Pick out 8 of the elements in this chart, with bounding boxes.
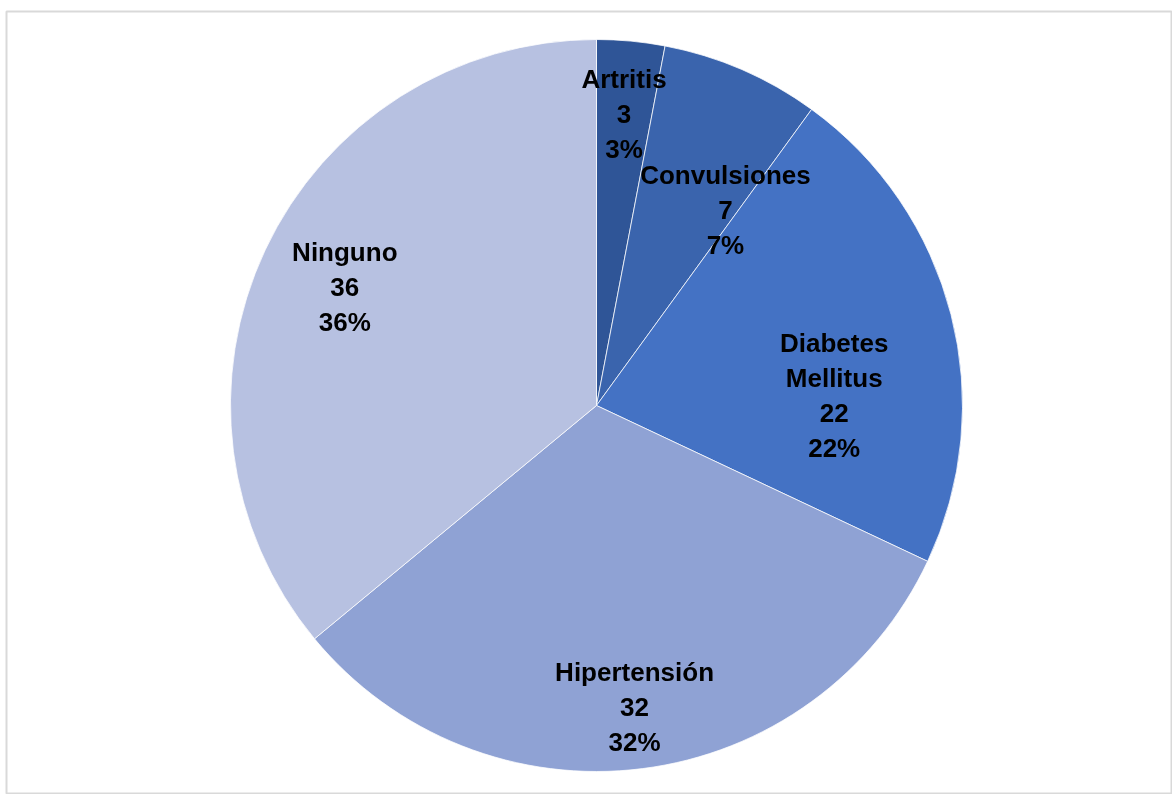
data-label: 22 22% — [808, 398, 861, 464]
data-label: 32 32% — [608, 691, 661, 757]
data-label: 36 36% — [318, 272, 371, 338]
slice-label: Hipertensión — [555, 656, 715, 687]
slice-label: Ninguno — [292, 237, 398, 268]
data-label: 3 3% — [605, 99, 643, 164]
data-label: 7 7% — [706, 194, 745, 260]
slice-label: Diabetes Mellitus — [780, 328, 889, 394]
